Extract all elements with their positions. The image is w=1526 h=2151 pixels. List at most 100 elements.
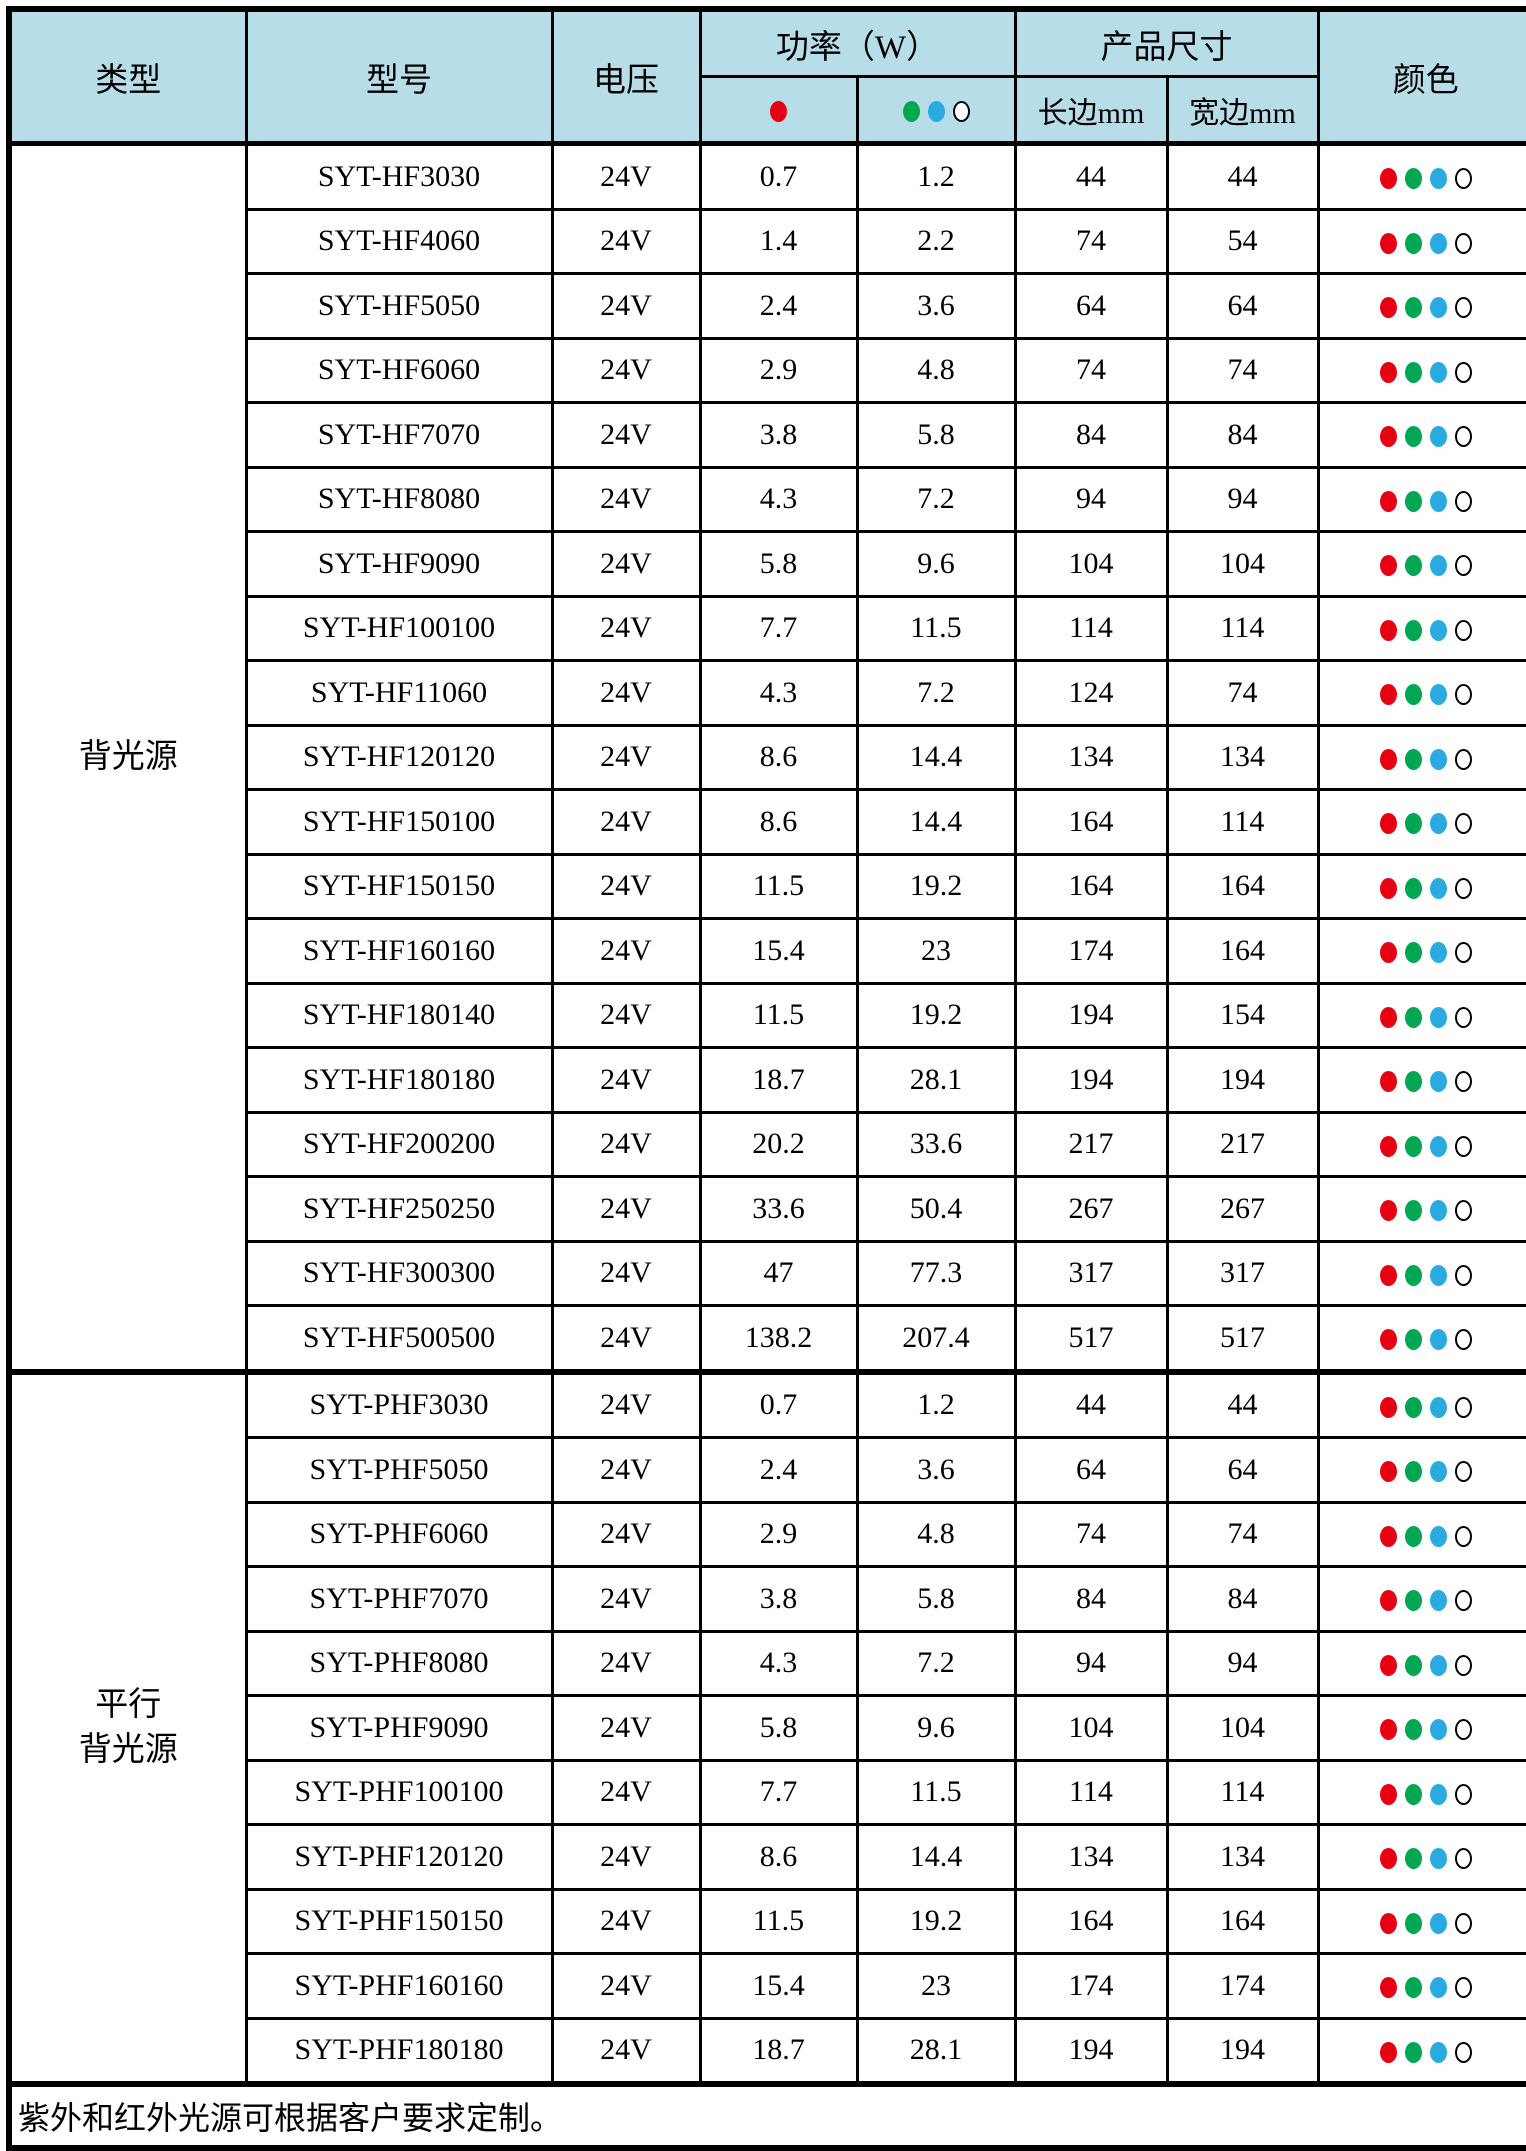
table-row: SYT-HF180140 24V 11.5 19.2 194 154	[9, 981, 1526, 1049]
power-gbw-cell: 23	[855, 917, 1017, 985]
type-group-cell: 平行 背光源	[7, 1368, 248, 2086]
long-edge-cell: 114	[1013, 1758, 1169, 1826]
wide-edge-cell: 317	[1165, 1239, 1320, 1307]
color-options-cell	[1316, 465, 1526, 533]
blue-dot-icon	[1429, 1200, 1447, 1222]
blue-dot-icon	[1429, 1719, 1447, 1741]
model-cell: SYT-HF11060	[244, 659, 554, 727]
red-dot-icon	[1379, 168, 1397, 190]
green-dot-icon	[1404, 942, 1422, 964]
red-dot-icon	[1379, 1006, 1397, 1028]
green-dot-icon	[1404, 1329, 1422, 1351]
power-red-cell: 3.8	[698, 401, 859, 469]
table-row: SYT-HF200200 24V 20.2 33.6 217 217	[9, 1110, 1526, 1178]
color-options-cell	[1316, 788, 1526, 856]
power-red-cell: 4.3	[698, 1629, 859, 1697]
power-gbw-cell: 14.4	[855, 788, 1017, 856]
wide-edge-cell: 74	[1165, 336, 1320, 404]
red-dot-icon	[1379, 619, 1397, 641]
blue-dot-icon	[1429, 813, 1447, 835]
wide-edge-cell: 174	[1165, 1952, 1320, 2020]
page: 类型 型号 电压 功率（W） 产品尺寸 颜色 长边mm 宽边mm 背光源 SYT-…	[6, 6, 1526, 2151]
long-edge-cell: 44	[1013, 1368, 1169, 1439]
color-options-cell	[1316, 1952, 1526, 2020]
red-dot-icon	[1379, 297, 1397, 319]
color-options-cell	[1316, 272, 1526, 340]
blue-dot-icon	[1429, 1912, 1447, 1934]
wide-edge-cell: 94	[1165, 465, 1320, 533]
table-row: SYT-HF150150 24V 11.5 19.2 164 164	[9, 852, 1526, 920]
header-power-gbw	[855, 75, 1017, 145]
wide-edge-cell: 114	[1165, 594, 1320, 662]
blue-dot-icon	[1429, 1135, 1447, 1157]
long-edge-cell: 94	[1013, 465, 1169, 533]
power-gbw-cell: 3.6	[855, 272, 1017, 340]
model-cell: SYT-HF250250	[244, 1175, 554, 1243]
red-dot-icon	[1379, 1396, 1397, 1418]
long-edge-cell: 164	[1013, 852, 1169, 920]
power-gbw-cell: 9.6	[855, 530, 1017, 598]
power-red-cell: 7.7	[698, 594, 859, 662]
power-red-cell: 2.4	[698, 272, 859, 340]
white-dot-icon	[1454, 942, 1472, 964]
red-dot-icon	[1379, 426, 1397, 448]
table-row: SYT-HF6060 24V 2.9 4.8 74 74	[9, 336, 1526, 404]
red-dot-icon	[1379, 1135, 1397, 1157]
wide-edge-cell: 114	[1165, 788, 1320, 856]
color-options-cell	[1316, 336, 1526, 404]
power-red-cell: 2.9	[698, 1500, 859, 1568]
voltage-cell: 24V	[550, 1823, 702, 1891]
header-type: 类型	[7, 7, 248, 145]
model-cell: SYT-HF160160	[244, 917, 554, 985]
green-dot-icon	[1404, 1006, 1422, 1028]
blue-dot-icon	[1429, 490, 1447, 512]
power-gbw-cell: 28.1	[855, 2016, 1017, 2086]
header-model: 型号	[244, 7, 554, 145]
color-options-cell	[1316, 207, 1526, 275]
color-options-cell	[1316, 1823, 1526, 1891]
color-options-cell	[1316, 530, 1526, 598]
model-cell: SYT-HF5050	[244, 272, 554, 340]
color-options-cell	[1316, 594, 1526, 662]
wide-edge-cell: 64	[1165, 1436, 1320, 1504]
voltage-cell: 24V	[550, 530, 702, 598]
white-dot-icon	[1454, 1461, 1472, 1483]
power-red-cell: 47	[698, 1239, 859, 1307]
voltage-cell: 24V	[550, 1436, 702, 1504]
long-edge-cell: 64	[1013, 1436, 1169, 1504]
type-group-label: 平行	[95, 1687, 162, 1724]
model-cell: SYT-HF3030	[244, 141, 554, 211]
red-dot-icon	[1379, 1719, 1397, 1741]
color-options-cell	[1316, 981, 1526, 1049]
green-dot-icon	[1404, 748, 1422, 770]
power-gbw-cell: 1.2	[855, 1368, 1017, 1439]
voltage-cell: 24V	[550, 1500, 702, 1568]
voltage-cell: 24V	[550, 659, 702, 727]
wide-edge-cell: 94	[1165, 1629, 1320, 1697]
power-gbw-cell: 14.4	[855, 1823, 1017, 1891]
blue-dot-icon	[1429, 1461, 1447, 1483]
long-edge-cell: 104	[1013, 1694, 1169, 1762]
table-row: SYT-HF8080 24V 4.3 7.2 94 94	[9, 465, 1526, 533]
green-dot-icon	[1404, 813, 1422, 835]
power-gbw-cell: 7.2	[855, 1629, 1017, 1697]
red-dot-icon	[770, 101, 787, 123]
white-dot-icon	[1454, 1977, 1472, 1999]
red-dot-icon	[1379, 555, 1397, 577]
color-options-cell	[1316, 1694, 1526, 1762]
table-row: SYT-PHF150150 24V 11.5 19.2 164 164	[9, 1887, 1526, 1955]
green-dot-icon	[1404, 1590, 1422, 1612]
green-dot-icon	[1404, 361, 1422, 383]
green-dot-icon	[1404, 1461, 1422, 1483]
voltage-cell: 24V	[550, 981, 702, 1049]
green-dot-icon	[1404, 1396, 1422, 1418]
green-dot-icon	[1404, 232, 1422, 254]
long-edge-cell: 194	[1013, 2016, 1169, 2086]
white-dot-icon	[1454, 877, 1472, 899]
blue-dot-icon	[1429, 232, 1447, 254]
model-cell: SYT-PHF9090	[244, 1694, 554, 1762]
long-edge-cell: 174	[1013, 917, 1169, 985]
header-voltage: 电压	[550, 7, 702, 145]
green-dot-icon	[1404, 877, 1422, 899]
power-red-cell: 3.8	[698, 1565, 859, 1633]
